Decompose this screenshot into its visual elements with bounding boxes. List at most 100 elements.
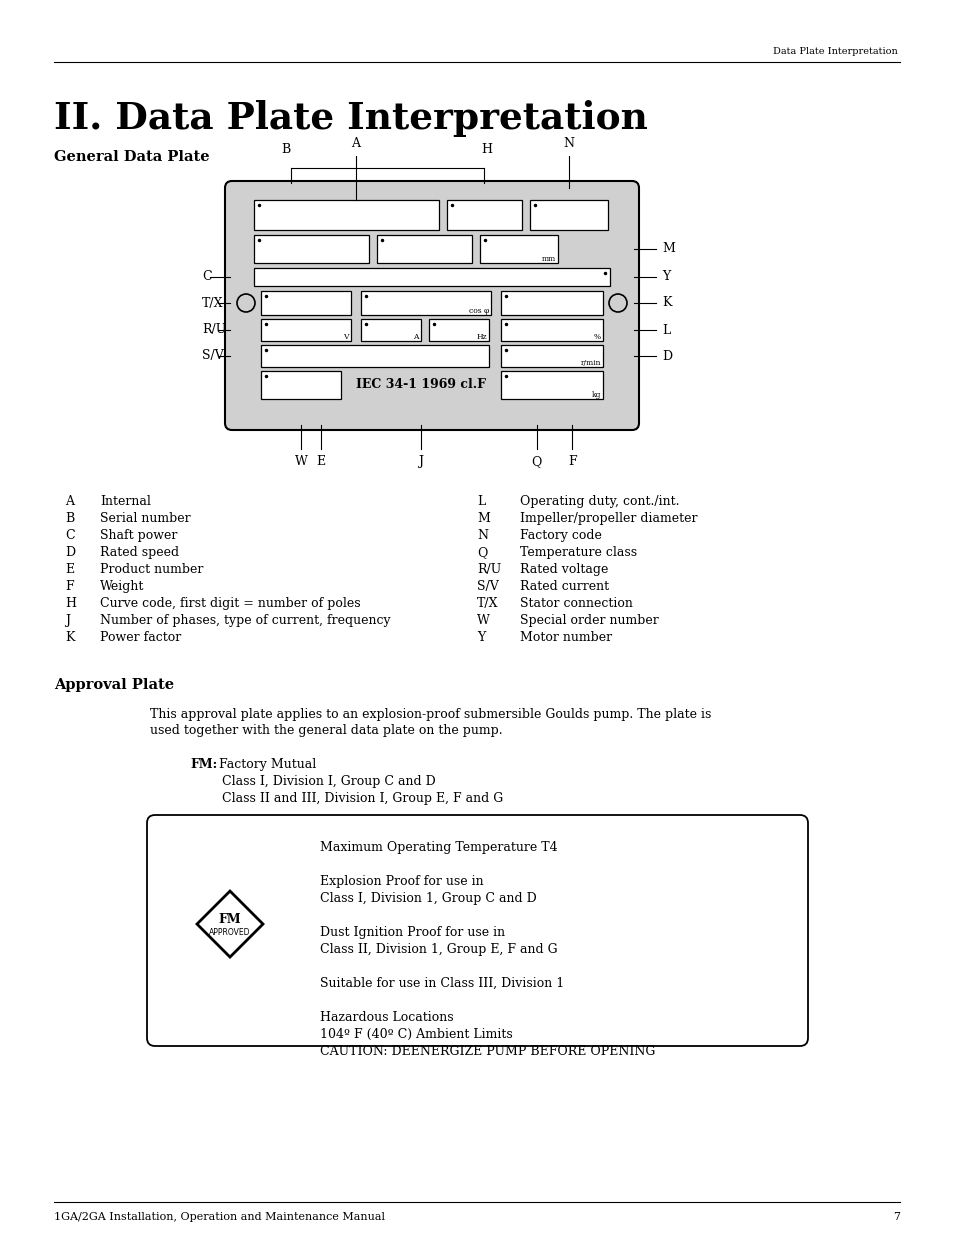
Text: Approval Plate: Approval Plate <box>54 678 174 692</box>
Text: W: W <box>294 454 307 468</box>
Text: Rated voltage: Rated voltage <box>519 563 608 576</box>
Text: S/V: S/V <box>476 580 498 593</box>
Text: Suitable for use in Class III, Division 1: Suitable for use in Class III, Division … <box>319 977 563 990</box>
Bar <box>479 235 558 263</box>
Text: Number of phases, type of current, frequency: Number of phases, type of current, frequ… <box>100 614 390 627</box>
Text: Internal: Internal <box>100 495 151 508</box>
Text: Hazardous Locations: Hazardous Locations <box>319 1011 453 1024</box>
Text: L: L <box>476 495 485 508</box>
Text: kg: kg <box>591 391 600 399</box>
Text: B: B <box>65 513 74 525</box>
Text: J: J <box>418 454 423 468</box>
Text: Class II, Division 1, Group E, F and G: Class II, Division 1, Group E, F and G <box>319 944 558 956</box>
Text: mm: mm <box>541 254 556 263</box>
Text: A: A <box>413 333 418 341</box>
Text: CAUTION: DEENERGIZE PUMP BEFORE OPENING: CAUTION: DEENERGIZE PUMP BEFORE OPENING <box>319 1045 655 1058</box>
Text: General Data Plate: General Data Plate <box>54 149 210 164</box>
Bar <box>360 291 491 315</box>
Text: Rated current: Rated current <box>519 580 608 593</box>
Text: 7: 7 <box>892 1212 899 1221</box>
Text: N: N <box>476 529 488 542</box>
Text: L: L <box>661 324 670 336</box>
Text: Weight: Weight <box>100 580 144 593</box>
Text: T/X: T/X <box>202 296 223 310</box>
Text: Rated speed: Rated speed <box>100 546 179 559</box>
Text: R/U: R/U <box>202 324 226 336</box>
Text: FM: FM <box>218 913 241 925</box>
Text: Explosion Proof for use in: Explosion Proof for use in <box>319 876 483 888</box>
Text: Power factor: Power factor <box>100 631 181 643</box>
Bar <box>429 319 489 341</box>
Text: F: F <box>65 580 73 593</box>
Text: FM:: FM: <box>190 758 217 771</box>
Text: Impeller/propeller diameter: Impeller/propeller diameter <box>519 513 697 525</box>
Text: Product number: Product number <box>100 563 203 576</box>
Text: Factory code: Factory code <box>519 529 601 542</box>
Text: Shaft power: Shaft power <box>100 529 177 542</box>
Text: Motor number: Motor number <box>519 631 612 643</box>
Text: M: M <box>476 513 489 525</box>
Text: Factory Mutual: Factory Mutual <box>214 758 315 771</box>
Text: E: E <box>65 563 74 576</box>
Text: %: % <box>594 333 600 341</box>
Text: E: E <box>316 454 325 468</box>
Bar <box>261 370 340 399</box>
Bar <box>376 235 472 263</box>
Text: H: H <box>480 143 492 156</box>
Text: APPROVED: APPROVED <box>209 927 251 936</box>
Bar <box>500 370 602 399</box>
Bar <box>530 200 607 230</box>
Text: Maximum Operating Temperature T4: Maximum Operating Temperature T4 <box>319 841 558 853</box>
Text: Class II and III, Division I, Group E, F and G: Class II and III, Division I, Group E, F… <box>222 792 503 805</box>
Text: F: F <box>567 454 577 468</box>
Polygon shape <box>196 890 263 957</box>
Text: Stator connection: Stator connection <box>519 597 632 610</box>
Bar <box>261 319 351 341</box>
FancyBboxPatch shape <box>147 815 807 1046</box>
Text: B: B <box>281 143 291 156</box>
Bar <box>253 268 609 287</box>
Text: W: W <box>476 614 489 627</box>
Text: Serial number: Serial number <box>100 513 191 525</box>
Text: Special order number: Special order number <box>519 614 659 627</box>
Text: N: N <box>563 137 574 149</box>
Text: C: C <box>202 270 212 284</box>
Text: Y: Y <box>661 270 670 284</box>
Text: M: M <box>661 242 674 256</box>
Text: H: H <box>65 597 76 610</box>
Text: Curve code, first digit = number of poles: Curve code, first digit = number of pole… <box>100 597 360 610</box>
Text: Class I, Division I, Group C and D: Class I, Division I, Group C and D <box>222 776 436 788</box>
Bar <box>500 291 602 315</box>
Text: cos φ: cos φ <box>468 308 489 315</box>
Bar <box>500 345 602 367</box>
Text: used together with the general data plate on the pump.: used together with the general data plat… <box>150 724 502 737</box>
FancyBboxPatch shape <box>225 182 639 430</box>
Text: Q: Q <box>476 546 487 559</box>
Bar <box>447 200 521 230</box>
Text: Dust Ignition Proof for use in: Dust Ignition Proof for use in <box>319 926 504 939</box>
Bar <box>253 235 369 263</box>
Bar <box>261 345 489 367</box>
Text: 1GA/2GA Installation, Operation and Maintenance Manual: 1GA/2GA Installation, Operation and Main… <box>54 1212 385 1221</box>
Text: T/X: T/X <box>476 597 498 610</box>
Text: IEC 34-1 1969 cl.F: IEC 34-1 1969 cl.F <box>355 378 485 391</box>
Text: K: K <box>661 296 671 310</box>
Text: Class I, Division 1, Group C and D: Class I, Division 1, Group C and D <box>319 892 537 905</box>
Text: Q: Q <box>531 454 541 468</box>
Text: V: V <box>343 333 349 341</box>
Text: Temperature class: Temperature class <box>519 546 637 559</box>
Text: C: C <box>65 529 74 542</box>
Text: r/min: r/min <box>579 359 600 367</box>
Text: A: A <box>351 137 360 149</box>
Text: J: J <box>65 614 70 627</box>
Text: This approval plate applies to an explosion-proof submersible Goulds pump. The p: This approval plate applies to an explos… <box>150 708 711 721</box>
Text: II. Data Plate Interpretation: II. Data Plate Interpretation <box>54 100 647 137</box>
Text: Operating duty, cont./int.: Operating duty, cont./int. <box>519 495 679 508</box>
Text: Data Plate Interpretation: Data Plate Interpretation <box>773 47 897 56</box>
Text: D: D <box>65 546 75 559</box>
Text: D: D <box>661 350 672 363</box>
Text: R/U: R/U <box>476 563 500 576</box>
Bar <box>500 319 602 341</box>
Text: A: A <box>65 495 74 508</box>
Bar <box>253 200 438 230</box>
